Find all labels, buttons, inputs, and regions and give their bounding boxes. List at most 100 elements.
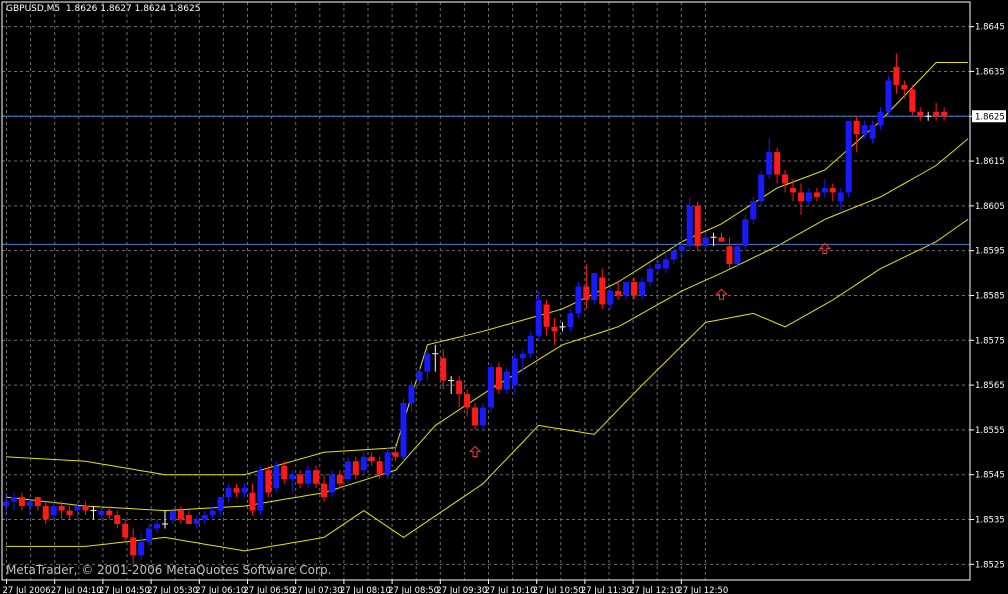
candle [575,282,582,318]
candle [901,80,908,99]
candle-body [631,282,638,296]
candle-body [909,89,916,112]
candle [623,282,630,300]
candle-body [82,506,89,511]
candle [519,349,526,372]
candle [710,232,717,247]
candle-body [790,187,797,193]
candle [138,532,145,560]
y-tick-label: 1.8615 [975,157,1005,167]
candle-body [694,205,701,247]
candle [885,75,892,117]
candle-body [885,80,892,112]
candle [10,492,17,511]
candle-body [265,470,272,493]
candle-body [519,353,526,359]
candle [249,483,256,516]
candle-body [464,394,471,408]
candle [925,111,932,121]
candle [527,331,534,359]
candle-body [392,452,399,457]
candle [567,308,574,332]
candle-body [313,470,320,484]
candle-body [289,474,296,480]
candle [257,465,264,516]
candle-body [257,470,264,511]
candle [384,447,391,480]
candle [225,483,232,502]
candle-body [225,488,232,498]
candle-body [782,174,789,184]
candle-body [933,111,940,117]
buy-arrow-icon [468,445,482,457]
candle [535,291,542,341]
candle [694,201,701,251]
candle [34,497,41,511]
candle [281,461,288,484]
candle [495,362,502,395]
y-tick-label: 1.8525 [975,560,1005,570]
candle [670,246,677,265]
candle-body [805,192,812,202]
candle [782,170,789,193]
candle-body [639,282,645,296]
candle-body [321,483,327,498]
candle [376,456,383,480]
candle-body [575,286,582,314]
candle-body [654,264,661,269]
x-tick-label: 27 Jul 09:30 [436,586,487,594]
x-tick-label: 27 Jul 10:50 [533,586,584,594]
candle-body [511,358,518,386]
candle-body [877,111,884,126]
buy-arrow-icon [818,242,832,255]
horizontal-lines[interactable] [2,115,970,245]
candle [798,183,804,215]
candle [313,465,320,489]
candle-body [368,456,375,462]
candle-body [146,528,153,542]
candle-body [670,250,677,260]
candle-body [400,403,407,457]
candle-body [543,304,550,327]
candle-body [487,367,494,408]
candle [678,228,685,260]
candle [686,196,693,251]
candle-body [861,125,868,135]
candle [591,273,598,305]
candle-body [941,111,948,117]
candle [615,282,622,300]
candle-body [18,497,25,507]
candle-body [424,353,431,372]
candle-body [328,474,335,493]
candle-body [217,497,224,511]
x-tick-label: 27 Jul 04:50 [99,586,150,594]
candle [130,528,137,565]
candle [408,380,415,412]
candle-body [686,205,693,247]
candle-body [527,335,534,354]
candle [162,510,168,529]
candle-body [845,120,852,193]
candle [837,187,844,211]
candle-body [869,125,876,139]
candle [917,107,924,121]
candle-body [98,510,105,516]
candle-body [241,488,248,493]
candle-body [662,259,669,269]
candle-body [734,246,741,265]
candle-body [26,501,33,507]
y-tick-label: 1.8635 [975,67,1005,77]
candle-body [758,174,765,202]
candle [503,367,510,395]
candle [464,389,471,417]
x-tick-label: 27 Jul 06:10 [195,586,246,594]
y-tick-label: 1.8555 [975,426,1005,436]
candle-body [305,470,312,484]
candle [702,232,709,251]
candle [344,456,351,484]
candle [392,443,399,462]
candle [74,501,81,520]
candle-body [384,452,391,475]
